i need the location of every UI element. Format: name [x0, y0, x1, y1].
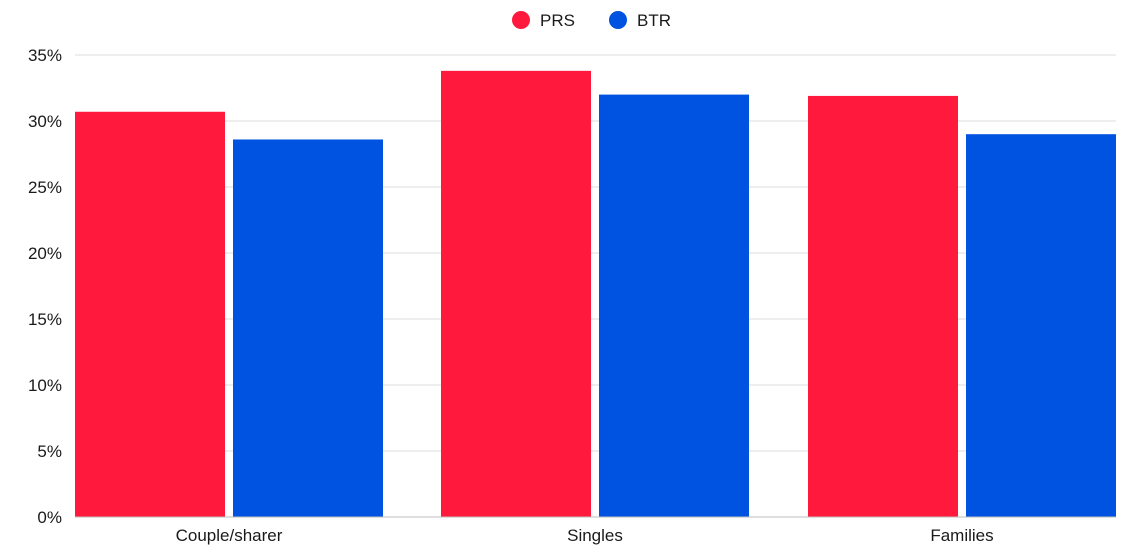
x-axis-ticks: Couple/sharer Singles Families	[176, 526, 994, 545]
bar-prs-singles	[441, 70, 591, 517]
bar-btr-couple-sharer	[233, 139, 383, 518]
bar-btr-families	[966, 134, 1116, 517]
x-tick-label-singles: Singles	[567, 526, 623, 545]
legend-label-prs: PRS	[540, 11, 575, 30]
bars	[75, 70, 1116, 518]
legend-label-btr: BTR	[637, 11, 671, 30]
y-tick-label: 0%	[37, 508, 62, 527]
bar-prs-families	[808, 95, 958, 518]
chart-legend: PRS BTR	[512, 11, 671, 30]
y-tick-label: 30%	[28, 112, 62, 131]
y-tick-label: 10%	[28, 376, 62, 395]
bar-btr-singles	[599, 94, 749, 517]
y-tick-label: 20%	[28, 244, 62, 263]
y-tick-label: 5%	[37, 442, 62, 461]
legend-swatch-btr	[609, 11, 627, 29]
y-tick-label: 25%	[28, 178, 62, 197]
bar-prs-couple-sharer	[75, 111, 225, 517]
legend-swatch-prs	[512, 11, 530, 29]
x-tick-label-couple-sharer: Couple/sharer	[176, 526, 283, 545]
y-tick-label: 15%	[28, 310, 62, 329]
legend-item-btr: BTR	[609, 11, 671, 30]
legend-item-prs: PRS	[512, 11, 575, 30]
x-tick-label-families: Families	[930, 526, 993, 545]
gridlines	[75, 54, 1116, 452]
y-axis-ticks: 0% 5% 10% 15% 20% 25% 30% 35%	[28, 46, 62, 527]
y-tick-label: 35%	[28, 46, 62, 65]
